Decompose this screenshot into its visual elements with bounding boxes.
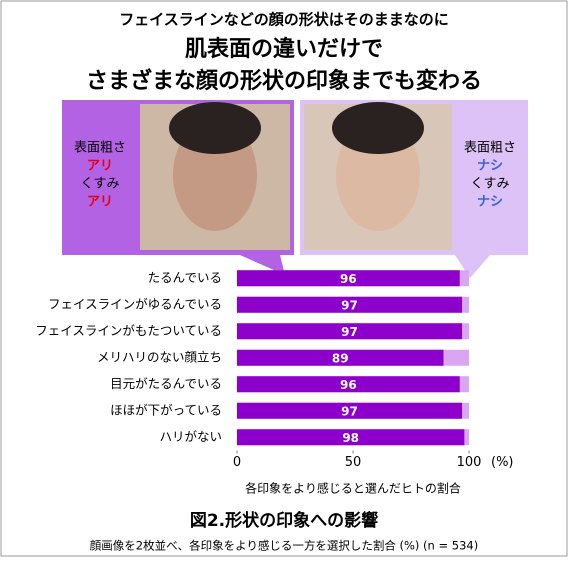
- y-tick-label: メリハリのない顔立ち: [97, 349, 222, 364]
- hair: [169, 102, 261, 154]
- y-tick-label: ほほが下がっている: [110, 402, 222, 417]
- title-line: さまざまな顔の形状の印象までも変わる: [86, 68, 482, 94]
- panel-text: アリ: [87, 195, 113, 210]
- data-label: 97: [341, 404, 358, 418]
- note: 顔画像を2枚並べ、各印象をより感じる一方を選択した割合 (%) (n = 534…: [90, 539, 478, 553]
- data-label: 97: [341, 325, 358, 339]
- title-line: 肌表面の違いだけで: [185, 36, 383, 62]
- y-tick-label: フェイスラインがもたついている: [35, 323, 222, 338]
- panel-text: ナシ: [477, 159, 503, 174]
- data-label: 98: [342, 431, 359, 445]
- infographic: フェイスラインなどの顔の形状はそのままなのに 肌表面の違いだけで さまざまな顔の…: [0, 0, 568, 557]
- y-tick-label: フェイスラインがゆるんでいる: [48, 296, 222, 311]
- y-tick-label: ハリがない: [159, 429, 222, 444]
- panel-text: アリ: [87, 159, 113, 174]
- caption: 図2.形状の印象への影響: [190, 510, 378, 531]
- panel-text: くすみ: [470, 177, 509, 192]
- y-tick-label: 目元がたるんでいる: [110, 376, 222, 391]
- data-label: 96: [340, 378, 357, 392]
- data-label: 97: [341, 298, 358, 312]
- x-unit: (%): [491, 455, 514, 470]
- panel-text: 表面粗さ: [74, 141, 126, 156]
- title-line: フェイスラインなどの顔の形状はそのままなのに: [119, 11, 449, 29]
- x-tick-label: 0: [233, 455, 241, 470]
- panel-text: ナシ: [477, 195, 503, 210]
- hair: [332, 102, 424, 154]
- x-tick-label: 50: [345, 455, 362, 470]
- panel-text: くすみ: [80, 177, 119, 192]
- y-tick-label: たるんでいる: [148, 270, 222, 285]
- x-tick-label: 100: [457, 455, 482, 470]
- data-label: 89: [332, 351, 349, 365]
- data-label: 96: [340, 272, 357, 286]
- x-axis-label: 各印象をより感じると選んだヒトの割合: [245, 481, 461, 496]
- panel-text: 表面粗さ: [464, 141, 516, 156]
